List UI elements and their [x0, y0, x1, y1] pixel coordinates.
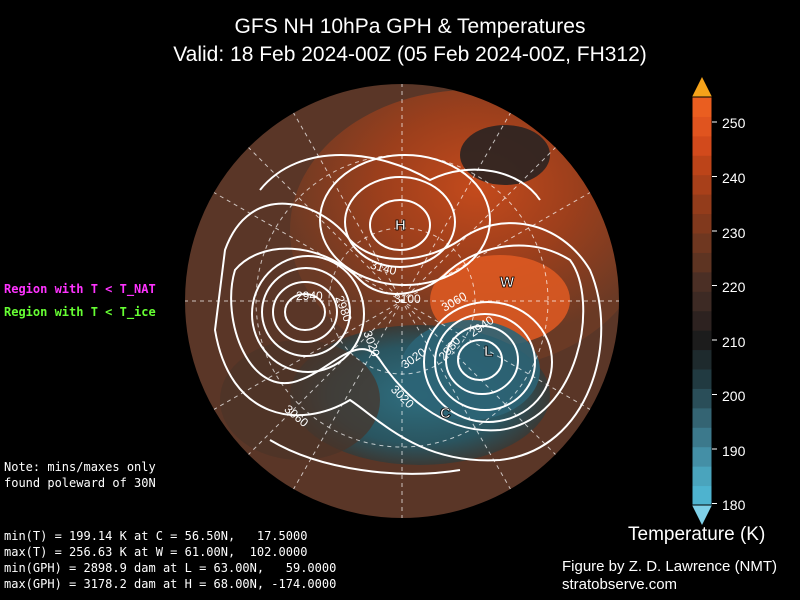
colorbar-extend-max — [692, 77, 712, 97]
stat-min-temp: min(T) = 199.14 K at C = 56.50N, 17.5000 — [4, 529, 308, 543]
colorbar-tick: 240 — [722, 170, 746, 186]
colorbar-bin — [692, 116, 712, 137]
legend-ice: Region with T < T_ice — [4, 305, 156, 319]
colorbar-bin — [692, 233, 712, 253]
colorbar-bin — [692, 407, 712, 428]
colorbar-bin — [692, 466, 712, 487]
colorbar-title: Temperature (K) — [628, 524, 766, 545]
colorbar-bin — [692, 369, 712, 389]
colorbar-bin — [692, 155, 712, 176]
map-subtitle: Valid: 18 Feb 2024-00Z (05 Feb 2024-00Z,… — [173, 43, 647, 66]
colorbar-tick: 200 — [722, 388, 746, 404]
colorbar-bin — [692, 349, 712, 370]
colorbar-bin — [692, 252, 712, 273]
stat-max-temp: max(T) = 256.63 K at W = 61.00N, 102.000… — [4, 545, 308, 559]
graticule — [184, 83, 620, 519]
stat-min-gph: min(GPH) = 2898.9 dam at L = 63.00N, 59.… — [4, 561, 337, 575]
colorbar-bin — [692, 427, 712, 448]
colorbar-bin — [692, 194, 712, 215]
colorbar-bin — [692, 135, 712, 156]
colorbar-tick: 230 — [722, 225, 746, 241]
credit-website: stratobserve.com — [562, 576, 678, 593]
map-boundary — [183, 82, 621, 520]
gph-max-marker: H — [395, 217, 406, 234]
colorbar-bin — [692, 485, 712, 506]
credit-author: Figure by Z. D. Lawrence (NMT) — [562, 558, 778, 575]
colorbar-tick: 180 — [722, 497, 746, 513]
contour-label: 2940 — [296, 289, 323, 303]
legend-nat: Region with T < T_NAT — [4, 282, 156, 296]
colorbar-bin — [692, 291, 712, 312]
colorbar-tick: 210 — [722, 334, 746, 350]
colorbar-bin — [692, 446, 712, 467]
contour-label: 3140 — [369, 258, 399, 279]
colorbar-tick: 190 — [722, 443, 746, 459]
temp-min-marker: C — [440, 405, 451, 422]
stat-max-gph: max(GPH) = 3178.2 dam at H = 68.00N, -17… — [4, 577, 337, 591]
colorbar-bin — [692, 174, 712, 195]
colorbar-tick: 220 — [722, 279, 746, 295]
colorbar-bin — [692, 330, 712, 351]
colorbar-bin — [692, 310, 712, 331]
colorbar-tick: 250 — [722, 115, 746, 131]
extrema-markers: H L W C — [395, 217, 516, 423]
colorbar-bin — [692, 388, 712, 409]
gph-contours — [213, 154, 603, 475]
colorbar-extend-min — [692, 505, 712, 525]
map-title: GFS NH 10hPa GPH & Temperatures — [234, 15, 586, 38]
temperature-colorbar — [691, 77, 717, 525]
colorbar-bin — [692, 213, 712, 234]
note-line-1: Note: mins/maxes only — [4, 460, 156, 474]
gph-min-marker: L — [484, 343, 493, 360]
colorbar-bin — [692, 97, 712, 117]
note-line-2: found poleward of 30N — [4, 476, 156, 490]
colorbar-frame — [691, 96, 713, 506]
temp-max-marker: W — [500, 274, 515, 291]
contour-label: 3100 — [394, 292, 421, 306]
colorbar-bin — [692, 271, 712, 292]
